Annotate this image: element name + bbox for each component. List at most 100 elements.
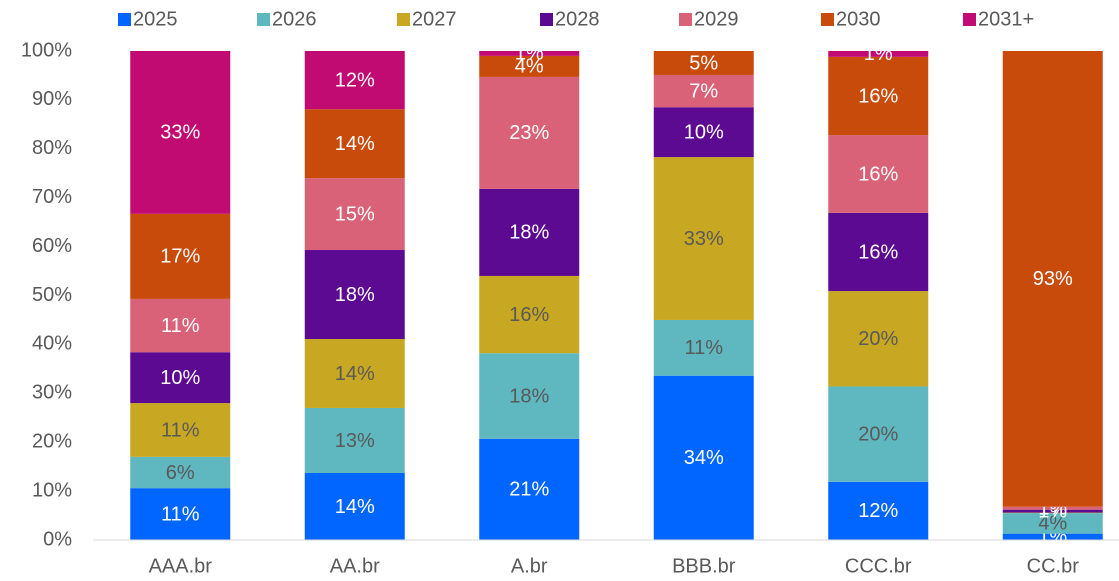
y-tick-label: 30% — [32, 382, 72, 404]
data-label: 16% — [858, 163, 898, 185]
x-tick-label: CCC.br — [845, 555, 912, 577]
bar-segment — [130, 298, 231, 353]
y-tick-label: 90% — [32, 88, 72, 110]
bar-segment — [653, 107, 754, 158]
bar-segment — [304, 178, 405, 251]
data-label: 33% — [160, 122, 200, 144]
legend-label: 2025 — [133, 8, 178, 30]
bar-segment — [304, 109, 405, 179]
legend-swatch — [679, 13, 692, 26]
data-label: 12% — [335, 69, 375, 91]
y-tick-label: 0% — [43, 528, 72, 550]
bar-segment — [828, 386, 929, 482]
data-label: 11% — [161, 315, 200, 337]
bar-segment — [130, 51, 231, 214]
data-label: 10% — [160, 367, 200, 389]
y-tick-label: 60% — [32, 235, 72, 257]
data-label: 23% — [509, 122, 549, 144]
bar-segment — [130, 456, 231, 489]
bar-segment — [130, 488, 231, 540]
bar-segment — [1002, 509, 1103, 513]
data-label: 20% — [858, 423, 898, 445]
legend-swatch — [821, 13, 834, 26]
bar-segment — [828, 481, 929, 540]
bar-segment — [479, 51, 580, 56]
legend-swatch — [540, 13, 553, 26]
data-label: 11% — [161, 503, 200, 525]
bar-segment — [304, 473, 405, 540]
data-label: 12% — [858, 500, 898, 522]
data-label: 16% — [858, 85, 898, 107]
data-label: 21% — [509, 479, 549, 501]
data-label: 34% — [684, 447, 724, 469]
legend-swatch — [257, 13, 270, 26]
bar-segment — [304, 407, 405, 474]
x-tick-label: AA.br — [330, 555, 380, 577]
bar-segment — [304, 339, 405, 408]
bar-segment — [653, 74, 754, 108]
data-label: 33% — [684, 228, 724, 250]
data-label: 20% — [858, 328, 898, 350]
data-label: 11% — [161, 419, 200, 441]
data-label: 18% — [509, 385, 549, 407]
data-label: 17% — [160, 246, 200, 268]
x-tick-label: AAA.br — [149, 555, 213, 577]
bar-segment — [828, 135, 929, 213]
y-tick-label: 20% — [32, 430, 72, 452]
legend-label: 2028 — [555, 8, 600, 30]
bar-segment — [828, 291, 929, 387]
data-label: 1% — [864, 43, 893, 65]
y-tick-label: 40% — [32, 333, 72, 355]
bar-segment — [653, 157, 754, 320]
bar-segment — [828, 51, 929, 57]
data-label: 1% — [515, 43, 544, 65]
bar-segment — [653, 51, 754, 75]
legend-label: 2030 — [836, 8, 881, 30]
bar-segment — [479, 55, 580, 77]
data-label: 5% — [689, 52, 718, 74]
data-label: 14% — [335, 363, 375, 385]
y-tick-label: 70% — [32, 186, 72, 208]
bar-segment — [479, 438, 580, 540]
y-tick-label: 10% — [32, 479, 72, 501]
data-label: 16% — [858, 241, 898, 263]
bar-segment — [828, 212, 929, 292]
legend-swatch — [118, 13, 131, 26]
bar-segment — [479, 353, 580, 439]
legend-label: 2026 — [272, 8, 317, 30]
data-label: 18% — [509, 222, 549, 244]
bar-segment — [304, 51, 405, 110]
bar-segment — [130, 403, 231, 457]
data-label: 16% — [509, 304, 549, 326]
bar-segment — [653, 319, 754, 376]
y-tick-label: 100% — [21, 39, 72, 61]
legend-swatch — [397, 13, 410, 26]
data-label: 6% — [166, 462, 195, 484]
bar-segment — [828, 56, 929, 136]
data-label: 13% — [335, 430, 375, 452]
bar-segment — [479, 188, 580, 276]
data-label: 14% — [335, 496, 375, 518]
data-label: 14% — [335, 133, 375, 155]
y-tick-label: 50% — [32, 284, 72, 306]
bar-segment — [1002, 533, 1103, 540]
x-tick-label: CC.br — [1027, 555, 1080, 577]
bar-segment — [1002, 506, 1103, 510]
legend-swatch — [963, 13, 976, 26]
legend-label: 2031+ — [978, 8, 1034, 30]
bar-segment — [1002, 51, 1103, 507]
x-tick-label: A.br — [511, 555, 548, 577]
bar-segment — [479, 275, 580, 354]
data-label: 93% — [1033, 268, 1073, 290]
legend-label: 2029 — [694, 8, 739, 30]
bar-segment — [130, 213, 231, 299]
data-label: 18% — [335, 284, 375, 306]
data-label: 7% — [689, 80, 718, 102]
legend-label: 2027 — [412, 8, 457, 30]
bar-segment — [653, 375, 754, 540]
y-tick-label: 80% — [32, 137, 72, 159]
x-tick-label: BBB.br — [672, 555, 736, 577]
data-label: 11% — [684, 337, 723, 359]
bar-segment — [479, 76, 580, 189]
